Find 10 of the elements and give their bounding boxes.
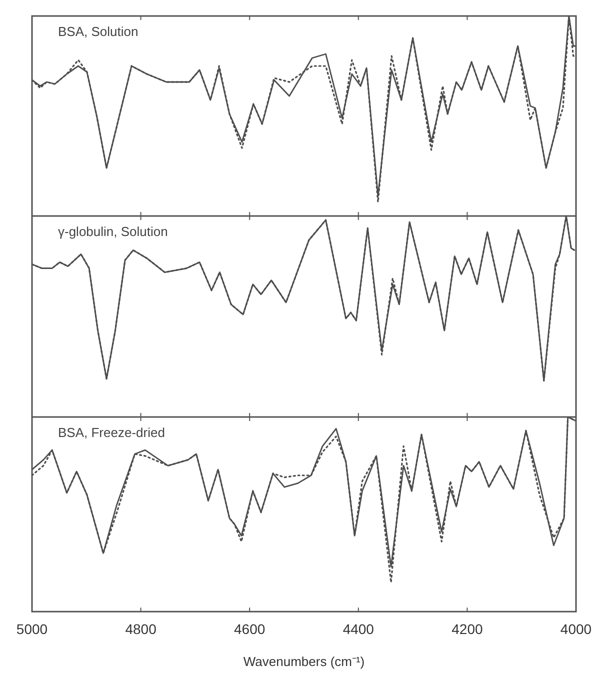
text: γ-globulin, Solution xyxy=(58,224,168,240)
x-tick-label: 4000 xyxy=(560,620,592,637)
text: BSA, Freeze-dried xyxy=(58,425,165,440)
x-tick-label: 4800 xyxy=(125,620,157,637)
text: BSA, Solution xyxy=(58,24,138,40)
x-tick-label: 4400 xyxy=(342,620,374,637)
x-tick-label: 5000 xyxy=(16,620,48,637)
x-axis-title: Wavenumbers (cm⁻¹) xyxy=(243,654,365,669)
x-tick-label: 4200 xyxy=(452,620,483,637)
x-tick-label: 4600 xyxy=(234,620,266,637)
